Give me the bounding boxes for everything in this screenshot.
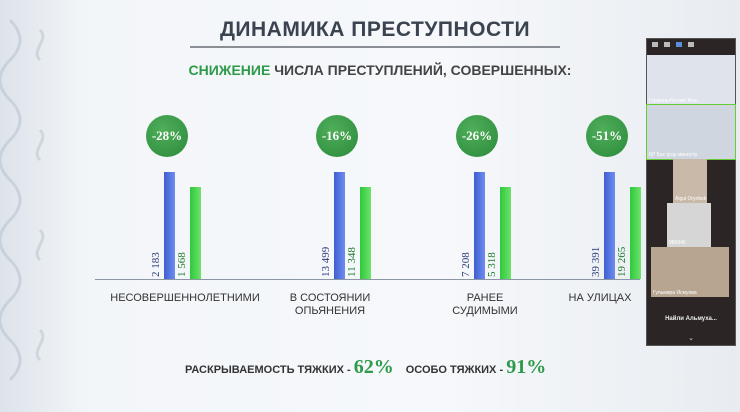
bar-group: -28% 2 183 1 568 bbox=[120, 115, 240, 315]
change-badge: -28% bbox=[146, 115, 188, 157]
bar-current bbox=[500, 187, 511, 279]
participant-video[interactable]: Aigul Orynbek bbox=[673, 159, 707, 203]
ornament-decoration bbox=[0, 18, 45, 382]
more-participants[interactable]: Найли Альмуха... bbox=[665, 316, 717, 322]
bar-label-current: 1 568 bbox=[176, 252, 188, 277]
participant-name: Aigul Orynbek bbox=[675, 196, 707, 202]
layout-icon[interactable] bbox=[688, 42, 694, 47]
bar-current bbox=[360, 187, 371, 279]
bar-previous bbox=[164, 172, 175, 279]
category-label: НА УЛИЦАХ bbox=[568, 292, 632, 304]
participant-video[interactable]: Гурмаганбетова Жан... bbox=[647, 55, 735, 105]
chevron-down-icon[interactable]: ⌄ bbox=[688, 335, 694, 342]
bar-label-current: 11 348 bbox=[346, 247, 358, 277]
video-call-panel: Гурмаганбетова Жан... ҚР Бас қтар министр… bbox=[646, 38, 736, 346]
change-badge: -26% bbox=[456, 115, 498, 157]
bar-label-previous: 2 183 bbox=[150, 252, 162, 277]
bar-group: -51% 39 391 19 265 bbox=[560, 115, 680, 315]
category-label: НЕСОВЕРШЕННОЛЕТНИМИ bbox=[110, 292, 260, 304]
slide-subtitle: СНИЖЕНИЕ ЧИСЛА ПРЕСТУПЛЕНИЙ, СОВЕРШЕННЫХ… bbox=[170, 62, 590, 78]
participant-video[interactable]: ҚР Бас қтар министр bbox=[646, 104, 736, 160]
grid-icon[interactable] bbox=[676, 42, 682, 47]
participant-video[interactable]: Гульмира Исмуова bbox=[651, 247, 729, 297]
participant-name: Гульмира Исмуова bbox=[653, 290, 697, 296]
participant-name: 985945 bbox=[669, 240, 686, 246]
slide-title: ДИНАМИКА ПРЕСТУПНОСТИ bbox=[219, 18, 531, 41]
bar-label-current: 5 318 bbox=[486, 252, 498, 277]
participant-name: Гурмаганбетова Жан... bbox=[649, 98, 702, 104]
label-serious: РАСКРЫВАЕМОСТЬ ТЯЖКИХ - bbox=[185, 364, 354, 376]
bar-label-current: 19 265 bbox=[616, 246, 628, 277]
change-badge: -51% bbox=[586, 115, 628, 157]
bar-previous bbox=[334, 172, 345, 279]
view-icon[interactable] bbox=[664, 42, 670, 47]
bar-label-previous: 13 499 bbox=[320, 246, 332, 277]
bar-previous bbox=[604, 172, 615, 279]
label-especially-serious: ОСОБО ТЯЖКИХ - bbox=[405, 364, 507, 376]
title-underline bbox=[190, 46, 560, 48]
x-axis-line bbox=[95, 279, 640, 280]
subtitle-text: ЧИСЛА ПРЕСТУПЛЕНИЙ, СОВЕРШЕННЫХ: bbox=[270, 62, 572, 78]
value-especially-serious: 91% bbox=[506, 356, 547, 378]
participant-name: ҚР Бас қтар министр bbox=[649, 152, 698, 158]
value-serious: 62% bbox=[353, 356, 394, 378]
minimize-icon[interactable] bbox=[652, 42, 658, 47]
category-label: РАНЕЕ СУДИМЫМИ bbox=[452, 292, 518, 317]
panel-toolbar bbox=[647, 39, 735, 53]
bar-label-previous: 7 208 bbox=[460, 252, 472, 277]
bar-current bbox=[630, 187, 641, 279]
category-label: В СОСТОЯНИИ ОПЬЯНЕНИЯ bbox=[289, 292, 371, 317]
clearance-rates: РАСКРЫВАЕМОСТЬ ТЯЖКИХ - 62% ОСОБО ТЯЖКИХ … bbox=[185, 356, 546, 379]
change-badge: -16% bbox=[316, 115, 358, 157]
participant-video[interactable]: 985945 bbox=[667, 203, 711, 247]
bar-group: -26% 7 208 5 318 bbox=[430, 115, 550, 315]
subtitle-highlight: СНИЖЕНИЕ bbox=[188, 62, 271, 78]
bar-previous bbox=[474, 172, 485, 279]
bar-current bbox=[190, 187, 201, 279]
bar-group: -16% 13 499 11 348 bbox=[290, 115, 410, 315]
bar-label-previous: 39 391 bbox=[590, 246, 602, 277]
